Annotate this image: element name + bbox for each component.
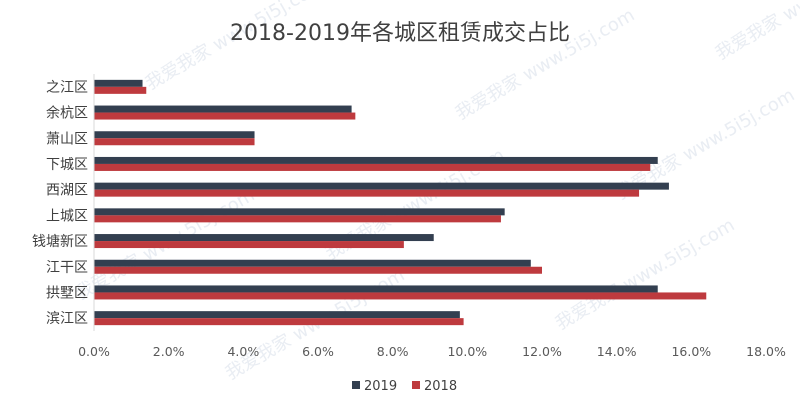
category-label: 拱墅区	[46, 285, 88, 301]
bar-2019-0	[94, 79, 143, 87]
bar-2019-3	[94, 156, 658, 164]
legend-swatch-2019	[352, 381, 360, 389]
category-label: 上城区	[46, 208, 88, 224]
bar-2018-4	[94, 189, 640, 197]
bar-2018-6	[94, 241, 404, 249]
x-tick-label: 16.0%	[671, 344, 711, 359]
category-label: 萧山区	[46, 131, 88, 147]
x-tick-labels: 0.0% 2.0% 4.0% 6.0% 8.0% 10.0% 12.0% 14.0% 16.0%…	[78, 344, 786, 359]
legend-label-2018: 2018	[424, 379, 457, 394]
category-label: 余杭区	[46, 105, 88, 122]
bar-2018-9	[94, 318, 464, 326]
bar-2018-3	[94, 163, 651, 171]
category-label: 下城区	[46, 157, 88, 173]
bar-2018-0	[94, 86, 147, 94]
x-tick-label: 2.0%	[153, 344, 185, 359]
legend: 2019 2018	[352, 379, 457, 394]
bar-2019-6	[94, 234, 434, 242]
bar-2018-1	[94, 112, 356, 120]
category-label: 钱塘新区	[32, 234, 88, 250]
watermark-text: 我爱我家 www.5i5j.com	[142, 0, 328, 94]
bar-2018-5	[94, 215, 501, 223]
bar-2019-7	[94, 259, 531, 267]
x-tick-label: 8.0%	[377, 344, 409, 359]
bar-2019-2	[94, 131, 255, 139]
x-tick-label: 6.0%	[302, 344, 334, 359]
x-tick-label: 14.0%	[597, 344, 637, 359]
watermark-text: 我爱我家 www.5i5j.com	[712, 0, 800, 64]
x-tick-label: 4.0%	[227, 344, 259, 359]
bar-2019-5	[94, 208, 505, 216]
watermark-text: 我爱我家 www.5i5j.com	[552, 215, 738, 335]
x-tick-label: 18.0%	[746, 344, 786, 359]
bar-2019-4	[94, 182, 669, 190]
bar-2018-8	[94, 292, 707, 300]
category-label: 之江区	[46, 80, 88, 96]
x-tick-label: 10.0%	[447, 344, 487, 359]
category-label: 江干区	[46, 260, 88, 276]
bar-2019-8	[94, 285, 658, 293]
category-label: 西湖区	[46, 183, 88, 199]
legend-swatch-2018	[412, 381, 420, 389]
bar-2019-1	[94, 105, 352, 113]
legend-label-2019: 2019	[364, 379, 397, 394]
category-label: 滨江区	[46, 311, 88, 327]
bars	[94, 79, 707, 326]
x-tick-label: 0.0%	[78, 344, 110, 359]
bar-2019-9	[94, 311, 460, 319]
bar-2018-2	[94, 138, 255, 146]
chart-title: 2018-2019年各城区租赁成交占比	[230, 21, 570, 46]
bar-2018-7	[94, 266, 542, 274]
x-tick-label: 12.0%	[522, 344, 562, 359]
